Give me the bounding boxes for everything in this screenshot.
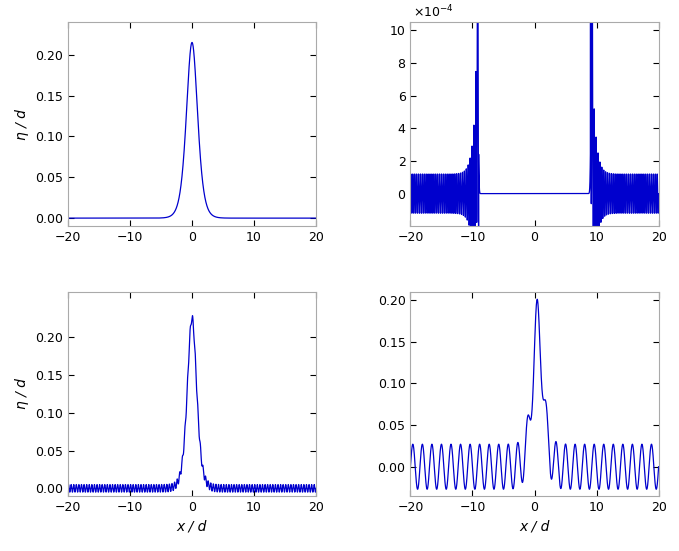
Y-axis label: η / d: η / d xyxy=(16,109,29,139)
X-axis label: x / d: x / d xyxy=(519,519,550,533)
Text: $\times10^{-4}$: $\times10^{-4}$ xyxy=(413,3,454,20)
X-axis label: x / d: x / d xyxy=(177,519,207,533)
Y-axis label: η / d: η / d xyxy=(16,379,29,409)
